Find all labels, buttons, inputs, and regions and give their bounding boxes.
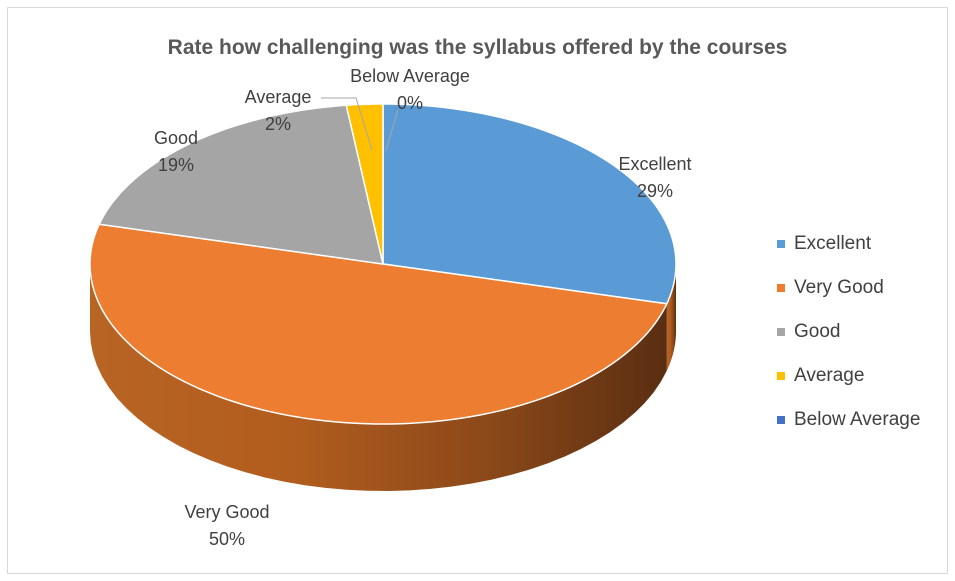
pie-side-group — [90, 264, 676, 491]
data-label-value-excellent: 29% — [637, 181, 673, 201]
data-label-category-average: Average — [245, 87, 312, 107]
pie-slice-excellent — [382, 103, 677, 305]
legend-swatch-very-good — [777, 284, 785, 292]
legend-label-excellent: Excellent — [794, 233, 872, 254]
data-label-value-very-good: 50% — [209, 529, 245, 549]
legend-swatch-excellent — [777, 240, 785, 248]
pie-labels-group: Excellent 29% Very Good 50% Good 19% Average 2%… — [154, 66, 692, 549]
leader-line-below-average — [385, 109, 399, 151]
data-label-value-below-average: 0% — [397, 93, 423, 113]
legend: Excellent Very Good Good Average Below A… — [777, 222, 952, 442]
pie-side-excellent — [666, 264, 676, 371]
data-label-category-below-average: Below Average — [350, 66, 470, 86]
pie-top-group — [89, 103, 677, 425]
chart-title: Rate how challenging was the syllabus of… — [167, 36, 788, 59]
data-label-category-excellent: Excellent — [618, 154, 691, 174]
data-label-value-average: 2% — [265, 114, 291, 134]
legend-swatch-below-average — [777, 416, 785, 424]
legend-swatch-good — [777, 328, 785, 336]
legend-label-very-good: Very Good — [794, 277, 884, 298]
legend-item-good: Good — [777, 310, 952, 354]
pie-slice-good — [98, 104, 384, 265]
legend-swatch-average — [777, 372, 785, 380]
legend-item-below-average: Below Average — [777, 398, 952, 442]
data-label-category-good: Good — [154, 128, 198, 148]
legend-item-average: Average — [777, 354, 952, 398]
legend-item-very-good: Very Good — [777, 266, 952, 310]
leader-line-average — [321, 97, 373, 151]
pie-slice-very-good — [89, 223, 668, 425]
legend-label-average: Average — [794, 365, 865, 386]
data-label-value-good: 19% — [158, 155, 194, 175]
legend-item-excellent: Excellent — [777, 222, 952, 266]
pie-side-very-good — [90, 264, 667, 491]
pie-slice-average — [345, 103, 384, 265]
legend-label-good: Good — [794, 321, 841, 342]
legend-label-below-average: Below Average — [794, 409, 921, 430]
data-label-category-very-good: Very Good — [184, 502, 269, 522]
